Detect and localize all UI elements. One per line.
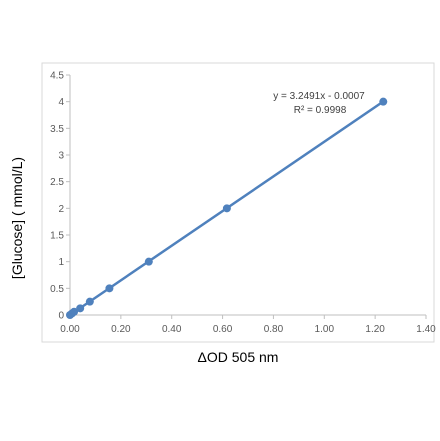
x-tick-label: 0.60: [213, 324, 233, 335]
x-tick-label: 1.00: [315, 324, 335, 335]
chart-frame: [41, 62, 435, 343]
y-tick-label: 2.5: [50, 177, 64, 188]
y-tick-label: 0.5: [50, 284, 64, 295]
data-point: [222, 204, 231, 213]
data-point: [144, 257, 153, 266]
y-axis-label: [Glucose] ( mmol/L): [9, 157, 25, 279]
y-tick-label: 2: [58, 204, 64, 215]
y-tick-label: 1.5: [50, 231, 64, 242]
y-tick-label: 3.5: [50, 124, 64, 135]
x-tick-label: 0.20: [111, 324, 131, 335]
x-tick-label: 0.00: [60, 324, 80, 335]
y-axis-ticks: 0 0.5 1 1.5 2 2.5 3 3.5 4 4.5: [50, 71, 70, 322]
equation-annotation: y = 3.2491x - 0.0007: [273, 91, 365, 102]
x-axis-label: ΔOD 505 nm: [198, 349, 279, 365]
x-tick-label: 1.20: [365, 324, 385, 335]
x-axis-ticks: 0.00 0.20 0.40 0.60 0.80 1.00 1.20 1.40: [60, 315, 436, 335]
y-tick-label: 4: [58, 97, 64, 108]
data-point: [70, 307, 79, 316]
x-tick-label: 0.80: [264, 324, 284, 335]
y-tick-label: 3: [58, 151, 64, 162]
data-point: [85, 297, 94, 306]
y-tick-label: 0: [58, 311, 64, 322]
data-point: [76, 304, 85, 313]
data-point: [105, 284, 114, 293]
x-tick-label: 1.40: [416, 324, 436, 335]
y-tick-label: 1: [58, 257, 64, 268]
data-point: [379, 97, 388, 106]
data-points: [66, 97, 388, 319]
x-tick-label: 0.40: [162, 324, 182, 335]
r-squared-annotation: R² = 0.9998: [294, 105, 347, 116]
y-tick-label: 4.5: [50, 71, 64, 82]
